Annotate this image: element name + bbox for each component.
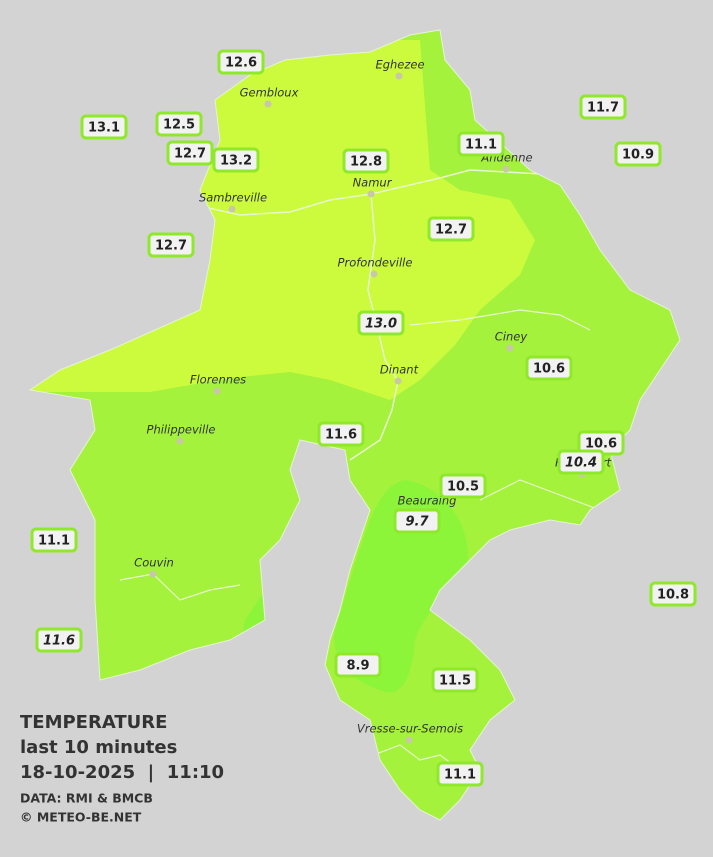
city-label: Florennes — [190, 373, 246, 387]
reading-value: 12.6 — [225, 56, 257, 71]
city-dot — [149, 570, 157, 578]
reading-value: 12.7 — [155, 239, 187, 254]
city-label: Couvin — [134, 556, 174, 570]
city-dot — [228, 205, 236, 213]
reading-box — [614, 141, 662, 167]
city-dot — [367, 190, 375, 198]
legend-period: last 10 minutes — [20, 737, 177, 758]
reading-value: 9.7 — [405, 515, 429, 530]
reading-box — [525, 355, 573, 381]
city-label: Namur — [353, 176, 393, 190]
city-label: Sambreville — [199, 191, 267, 205]
legend: TEMPERATURE last 10 minutes 18-10-2025 |… — [20, 712, 224, 825]
city-label: Eghezee — [375, 58, 424, 72]
reading-box — [217, 49, 265, 75]
reading-box — [649, 581, 697, 607]
city-dot — [506, 344, 514, 352]
reading-value: 11.1 — [465, 138, 497, 153]
reading-value: 10.6 — [585, 437, 617, 452]
city-label: Profondeville — [338, 256, 413, 270]
reading-box — [35, 627, 83, 653]
reading-box — [155, 111, 203, 137]
city-label: Gembloux — [240, 86, 299, 100]
reading-value: 12.5 — [163, 118, 195, 133]
reading-box — [557, 449, 605, 475]
city-dot — [370, 270, 378, 278]
city-label: Dinant — [380, 363, 419, 377]
reading-value: 10.4 — [565, 456, 597, 471]
city-label: Philippeville — [147, 423, 216, 437]
reading-box — [80, 114, 128, 140]
city-dot — [502, 165, 510, 173]
reading-value: 13.1 — [88, 121, 120, 136]
reading-value: 12.8 — [350, 155, 382, 170]
reading-value: 13.0 — [365, 317, 397, 332]
reading-box — [317, 421, 365, 447]
reading-value: 11.6 — [325, 428, 357, 443]
legend-title: TEMPERATURE — [20, 712, 167, 733]
reading-value: 11.1 — [38, 534, 70, 549]
reading-box — [147, 232, 195, 258]
river — [349, 193, 399, 461]
reading-value: 13.2 — [220, 154, 252, 169]
reading-value: 11.7 — [587, 101, 619, 116]
reading-box — [393, 508, 441, 534]
city-dot — [176, 437, 184, 445]
city-dot — [264, 100, 272, 108]
reading-box — [212, 147, 260, 173]
reading-value: 11.1 — [444, 768, 476, 783]
reading-box — [579, 94, 627, 120]
legend-copyright: © METEO-BE.NET — [20, 810, 142, 825]
reading-value: 10.5 — [447, 480, 479, 495]
reading-box — [334, 652, 382, 678]
reading-value: 11.6 — [43, 634, 75, 649]
reading-box — [431, 667, 479, 693]
legend-timestamp: 18-10-2025 | 11:10 — [20, 762, 224, 783]
river — [194, 169, 561, 216]
reading-box — [436, 761, 484, 787]
reading-box — [439, 473, 487, 499]
river — [359, 744, 461, 771]
city-dot — [405, 736, 413, 744]
river — [119, 573, 241, 601]
legend-source: DATA: RMI & BMCB — [20, 791, 153, 806]
city-label: Vresse-sur-Semois — [357, 722, 463, 736]
reading-value: 10.9 — [622, 148, 654, 163]
city-label: Ciney — [495, 330, 528, 344]
river — [409, 309, 591, 331]
reading-value: 10.6 — [533, 362, 565, 377]
reading-box — [457, 131, 505, 157]
reading-value: 10.8 — [657, 588, 689, 603]
reading-box — [30, 527, 78, 553]
city-dot — [213, 387, 221, 395]
reading-box — [166, 140, 214, 166]
reading-box — [357, 310, 405, 336]
cities: EghezeeGemblouxAndenneNamurSambrevillePr… — [134, 58, 612, 744]
reading-value: 8.9 — [346, 659, 369, 674]
reading-value: 12.7 — [435, 223, 467, 238]
reading-value: 12.7 — [174, 147, 206, 162]
reading-value: 11.5 — [439, 674, 471, 689]
readings: 12.6 13.1 12.5 12.7 13.2 12.8 11.1 11.7 10.9 12.7… — [30, 49, 697, 787]
city-dot — [395, 72, 403, 80]
reading-box — [427, 216, 475, 242]
city-dot — [394, 377, 402, 385]
reading-box — [342, 148, 390, 174]
